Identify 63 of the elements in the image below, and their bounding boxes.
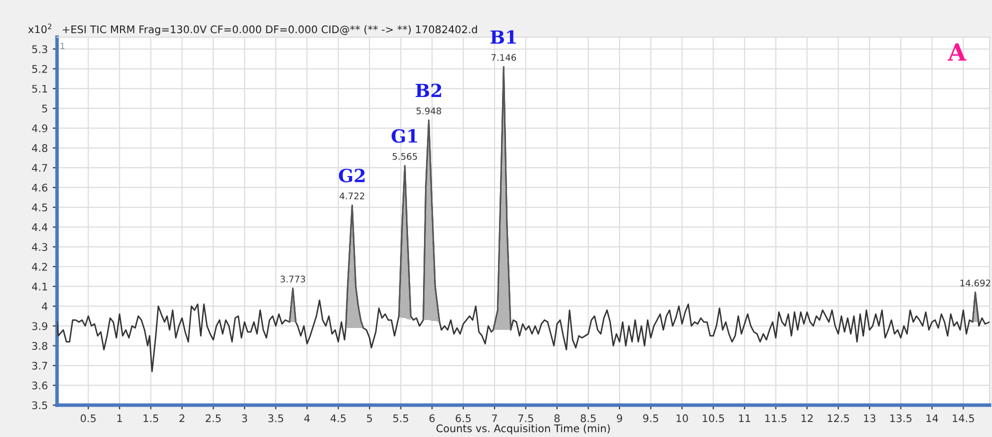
x-tick-label: 4.5 bbox=[330, 414, 346, 422]
y-tick-label: 3.7 bbox=[32, 362, 48, 370]
x-tick-label: 10.5 bbox=[702, 414, 724, 422]
y-tick-label: 4.2 bbox=[32, 262, 47, 271]
x-tick-label: 2.5 bbox=[206, 414, 221, 422]
x-tick-label: 9.5 bbox=[643, 414, 658, 422]
x-tick-label: 6 bbox=[429, 414, 435, 422]
x-tick-label: 3.5 bbox=[268, 414, 284, 422]
annotation: B2 bbox=[416, 84, 442, 98]
y-tick-label: 4.7 bbox=[32, 164, 48, 172]
annotation: 3.773 bbox=[280, 276, 306, 282]
x-tick-label: 14 bbox=[926, 414, 938, 422]
x-tick-label: 5.5 bbox=[393, 414, 408, 422]
y-tick-label: 3.6 bbox=[32, 382, 48, 390]
annotation: 5.948 bbox=[416, 107, 442, 114]
y-tick-label: 5.1 bbox=[32, 84, 48, 93]
x-tick-label: 11 bbox=[739, 414, 750, 422]
x-tick-label: 8 bbox=[554, 414, 560, 422]
y-tick-label: 3.5 bbox=[32, 401, 48, 410]
x-tick-label: 12.5 bbox=[828, 414, 849, 422]
annotation: 5.565 bbox=[392, 152, 417, 160]
chart-title: +ESI TIC MRM Frag=130.0V CF=0.000 DF=0.000 CID@** (** -> **) 17082402.d bbox=[62, 25, 477, 36]
annotation: G2 bbox=[338, 168, 365, 182]
y-tick-label: 4.8 bbox=[32, 144, 48, 152]
y-tick-label: 5.2 bbox=[32, 65, 47, 73]
x-tick-label: 7 bbox=[492, 414, 497, 422]
x-tick-label: 1.5 bbox=[144, 414, 158, 422]
x-axis-title: Counts vs. Acquisition Time (min) bbox=[436, 424, 610, 434]
x-tick-label: 9 bbox=[616, 414, 622, 422]
y-tick-label: 4.6 bbox=[32, 184, 48, 192]
x-tick-label: 13.5 bbox=[890, 414, 912, 422]
x-tick-label: 0.5 bbox=[80, 414, 96, 422]
y-tick-label: 4.1 bbox=[32, 282, 48, 290]
x-tick-label: 11.5 bbox=[765, 414, 786, 422]
annotation: 4.722 bbox=[340, 192, 364, 200]
y-tick-label: 3.8 bbox=[32, 342, 48, 350]
x-tick-label: 5 bbox=[367, 414, 372, 422]
x-tick-label: 8.5 bbox=[580, 414, 596, 422]
x-tick-label: 12 bbox=[802, 414, 813, 422]
y-tick-label: 4 bbox=[42, 302, 48, 310]
annotation: G1 bbox=[392, 129, 418, 143]
annotation: 1 bbox=[60, 42, 64, 49]
y-tick-label: 4.4 bbox=[32, 223, 48, 232]
y-tick-label: 4.3 bbox=[32, 243, 48, 251]
annotation: B1 bbox=[490, 30, 516, 44]
y-tick-label: 4.9 bbox=[32, 124, 48, 132]
annotation: 7.146 bbox=[491, 54, 516, 61]
annotation: A bbox=[948, 43, 966, 61]
x-tick-label: 2 bbox=[179, 414, 184, 422]
x-tick-label: 7.5 bbox=[518, 414, 534, 422]
x-tick-label: 6.5 bbox=[456, 414, 471, 422]
y-tick-label: 5.3 bbox=[32, 45, 48, 54]
x-tick-label: 3 bbox=[242, 414, 248, 422]
annotation: 14.692 bbox=[960, 280, 990, 286]
x-tick-label: 10 bbox=[676, 414, 688, 422]
y-tick-label: 5 bbox=[42, 104, 48, 112]
y-tick-label: 4.5 bbox=[32, 204, 48, 212]
x-tick-label: 1 bbox=[117, 414, 122, 422]
x-tick-label: 13 bbox=[864, 414, 876, 422]
y-tick-label: 3.9 bbox=[32, 322, 48, 330]
y-axis-title: x10$^{2}$ bbox=[28, 24, 52, 34]
x-tick-label: 4 bbox=[304, 414, 310, 422]
x-tick-label: 14.5 bbox=[952, 414, 974, 422]
